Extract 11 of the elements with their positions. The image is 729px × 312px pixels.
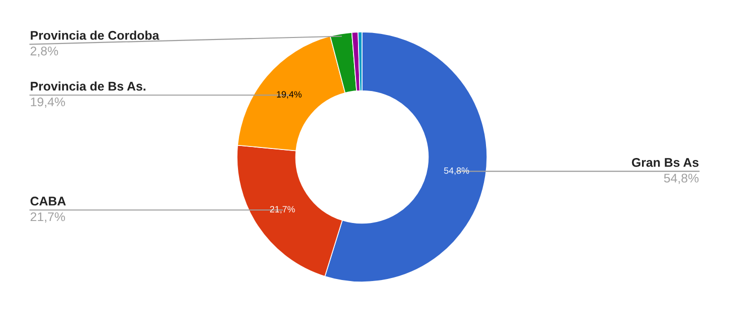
data-label: 54,8%: [444, 167, 470, 175]
slice-label: Provincia de Cordoba: [30, 30, 160, 40]
data-label: 21,7%: [270, 206, 295, 214]
slice-label: Provincia de Bs As.: [30, 81, 146, 91]
data-label: 2,8%: [30, 46, 58, 57]
data-label: 19,4%: [276, 91, 302, 99]
text: 19,4%: [30, 97, 65, 108]
slice-label: Gran Bs As: [632, 158, 698, 167]
slice-label: CABA: [30, 196, 66, 206]
text: 21,7%: [30, 212, 65, 223]
text: 54,8%: [664, 174, 699, 184]
